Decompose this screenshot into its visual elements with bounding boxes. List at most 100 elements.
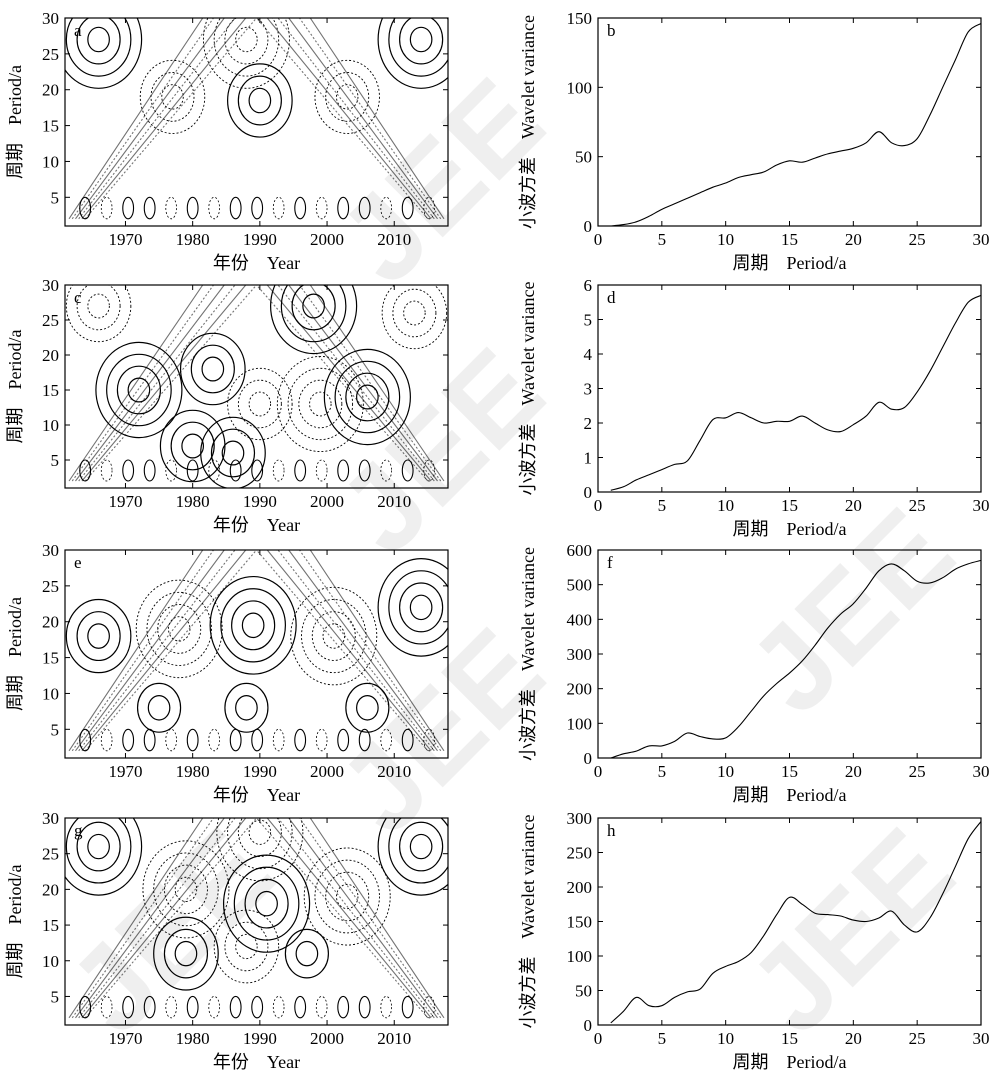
positive-contour [200, 416, 266, 488]
y-tick-label: 15 [42, 381, 59, 400]
cone-line-left [81, 18, 247, 220]
y-axis-label: 周期 Period/a [5, 330, 25, 444]
y-axis-label-en: Period/a [5, 597, 25, 657]
negative-contour [150, 72, 195, 122]
y-axis-label-cn: 周期 [5, 943, 25, 979]
x-tick-label: 1980 [176, 1029, 210, 1048]
y-tick-label: 0 [584, 749, 593, 768]
y-tick-label: 15 [42, 117, 59, 136]
negative-contour [303, 847, 391, 946]
positive-contour [294, 995, 307, 1019]
cone-line-left [84, 285, 257, 482]
wavelet-variance-line [610, 23, 982, 227]
cone-line-left [81, 818, 247, 1019]
positive-contour [143, 728, 156, 752]
x-tick-label: 0 [594, 762, 603, 781]
y-axis-label: 周期 Period/a [5, 865, 25, 979]
x-tick-label: 30 [973, 762, 990, 781]
x-tick-label: 2000 [310, 492, 344, 511]
plot-frame [597, 284, 982, 493]
panel-b: 0 5 10 15 20 25 30 0 50 100 150 b 周期 Period/a 小波方差 Wave… [518, 9, 990, 273]
x-tick-label: 15 [781, 762, 798, 781]
x-axis-label: 周期 Period/a [733, 785, 847, 805]
contour-field [65, 818, 448, 1019]
positive-contour [186, 728, 199, 752]
y-axis-label: 周期 Period/a [5, 65, 25, 179]
x-tick-label: 1970 [108, 230, 142, 249]
cone-line-right [309, 18, 445, 220]
contour-field [65, 550, 448, 752]
y-tick-label: 100 [567, 947, 593, 966]
negative-contour [311, 611, 356, 661]
x-tick-label: 5 [658, 230, 667, 249]
positive-contour [388, 570, 448, 645]
x-tick-label: 1980 [176, 230, 210, 249]
negative-contour [325, 72, 370, 122]
positive-contour [122, 995, 135, 1019]
negative-contour [276, 355, 364, 453]
positive-contour [377, 818, 448, 896]
cone-line-left [78, 18, 236, 220]
negative-contour [208, 728, 220, 752]
y-tick-label: 20 [42, 81, 59, 100]
negative-contour [227, 818, 293, 870]
positive-contour [356, 384, 379, 410]
positive-contour [377, 18, 448, 89]
cone-line-left [71, 285, 214, 482]
positive-contour [127, 377, 151, 403]
x-axis-label: 年份 Year [213, 253, 300, 273]
positive-contour [235, 694, 258, 721]
y-tick-label: 10 [42, 416, 59, 435]
positive-contour [334, 360, 401, 434]
positive-contour [122, 459, 135, 482]
cone-line-right [288, 818, 438, 1019]
contour-field [65, 285, 448, 488]
positive-contour [79, 459, 92, 482]
negative-contour [301, 599, 367, 674]
positive-contour [76, 18, 121, 65]
positive-contour [186, 995, 199, 1019]
positive-contour [401, 196, 414, 220]
cone-line-left [71, 18, 214, 220]
plot-frame [64, 817, 449, 1026]
y-tick-label: 5 [584, 311, 593, 330]
y-tick-label: 25 [42, 45, 59, 64]
negative-contour [314, 59, 380, 134]
positive-contour [147, 694, 171, 721]
x-tick-label: 25 [909, 1029, 926, 1048]
y-tick-label: 200 [567, 878, 593, 897]
y-axis-label-en: Period/a [5, 865, 25, 925]
cone-line-left [81, 550, 247, 752]
positive-contour [251, 196, 264, 220]
negative-contour [298, 379, 343, 429]
cone-line-right [277, 285, 435, 482]
negative-contour [174, 876, 198, 902]
plot-frame [597, 549, 982, 759]
wavelet-variance-line [610, 294, 982, 491]
negative-contour [100, 996, 113, 1019]
positive-contour [65, 18, 132, 77]
cone-line-right [299, 550, 442, 752]
panel-g: 1970 1980 1990 2000 2010 5 10 15 20 25 30 g 年份 Year 周期… [5, 809, 449, 1072]
y-tick-label: 25 [42, 577, 59, 596]
positive-contour [159, 409, 226, 483]
negative-contour [336, 883, 359, 910]
positive-contour [270, 285, 358, 355]
negative-contour [380, 196, 392, 220]
positive-contour [345, 372, 390, 422]
x-tick-label: 15 [781, 1029, 798, 1048]
x-tick-label: 25 [909, 496, 926, 515]
x-axis-label: 年份 Year [213, 515, 300, 535]
negative-contour [248, 819, 272, 845]
negative-contour [423, 996, 435, 1019]
positive-contour [186, 196, 199, 220]
y-tick-label: 30 [42, 9, 59, 28]
positive-contour [337, 728, 350, 752]
y-axis-label-en: Wavelet variance [518, 815, 538, 939]
y-axis-label-cn: 小波方差 [518, 157, 538, 229]
cone-line-left [75, 18, 225, 220]
y-tick-label: 100 [567, 78, 593, 97]
positive-contour [229, 459, 242, 482]
